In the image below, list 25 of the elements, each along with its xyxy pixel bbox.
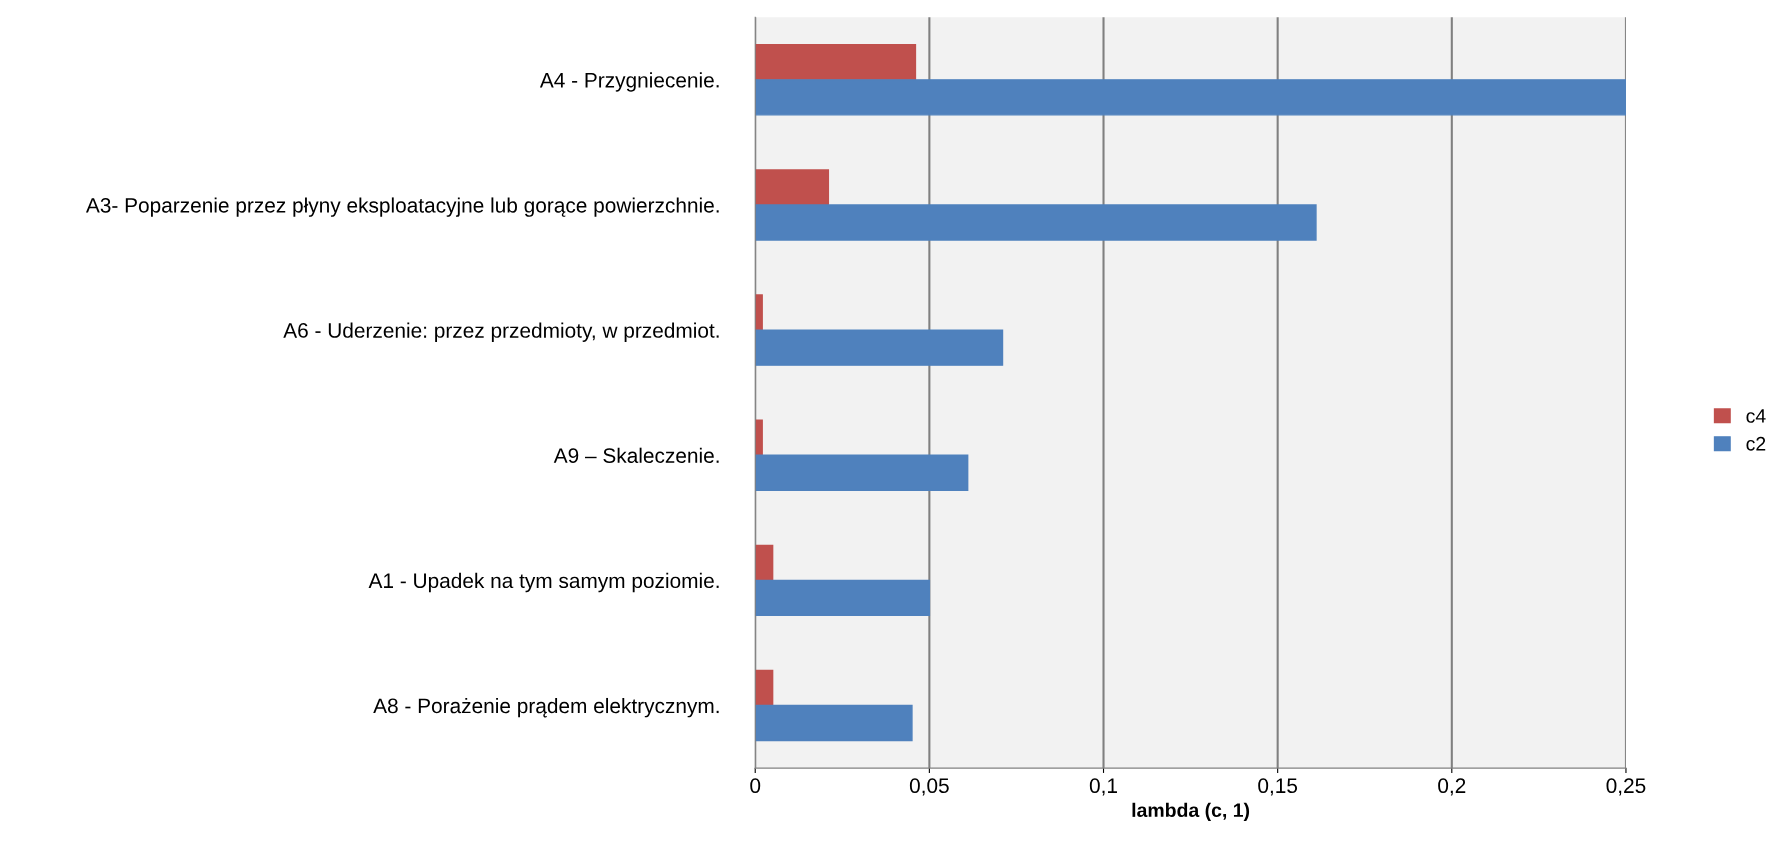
bar bbox=[755, 169, 830, 206]
x-tick-label: 0,2 bbox=[1438, 778, 1466, 796]
x-tick-label: 0,1 bbox=[1089, 778, 1117, 796]
y-tick-label: A3- Poparzenie przez płyny eksploatacyjne lub gorące powierzchnie. bbox=[85, 197, 719, 217]
y-tick-label: A4 - Przygniecenie. bbox=[539, 72, 719, 92]
bar bbox=[755, 544, 774, 582]
bar bbox=[755, 704, 913, 742]
y-tick-label: A1 - Upadek na tym samym poziomie. bbox=[368, 572, 719, 593]
bar bbox=[755, 454, 969, 491]
legend-label: c4 bbox=[1746, 409, 1766, 423]
y-tick-label: A8 - Porażenie prądem elektrycznym. bbox=[373, 697, 719, 718]
bar bbox=[755, 669, 774, 707]
y-tick-label: A6 - Uderzenie: przez przedmioty, w przedmiot. bbox=[283, 322, 719, 342]
x-tick-label: 0,15 bbox=[1258, 778, 1298, 796]
x-tick-label: 0,05 bbox=[909, 778, 949, 796]
bar bbox=[755, 79, 1626, 116]
bar bbox=[755, 204, 1317, 241]
bar bbox=[755, 579, 931, 617]
x-tick-label: 0 bbox=[750, 778, 761, 794]
y-tick-label: A9 – Skaleczenie. bbox=[553, 447, 719, 463]
bar bbox=[755, 329, 1004, 366]
bar bbox=[755, 44, 917, 81]
x-axis-title: lambda (c, 1) bbox=[1132, 802, 1250, 821]
x-tick-label: 0,25 bbox=[1606, 778, 1646, 796]
legend-label: c2 bbox=[1746, 436, 1766, 451]
